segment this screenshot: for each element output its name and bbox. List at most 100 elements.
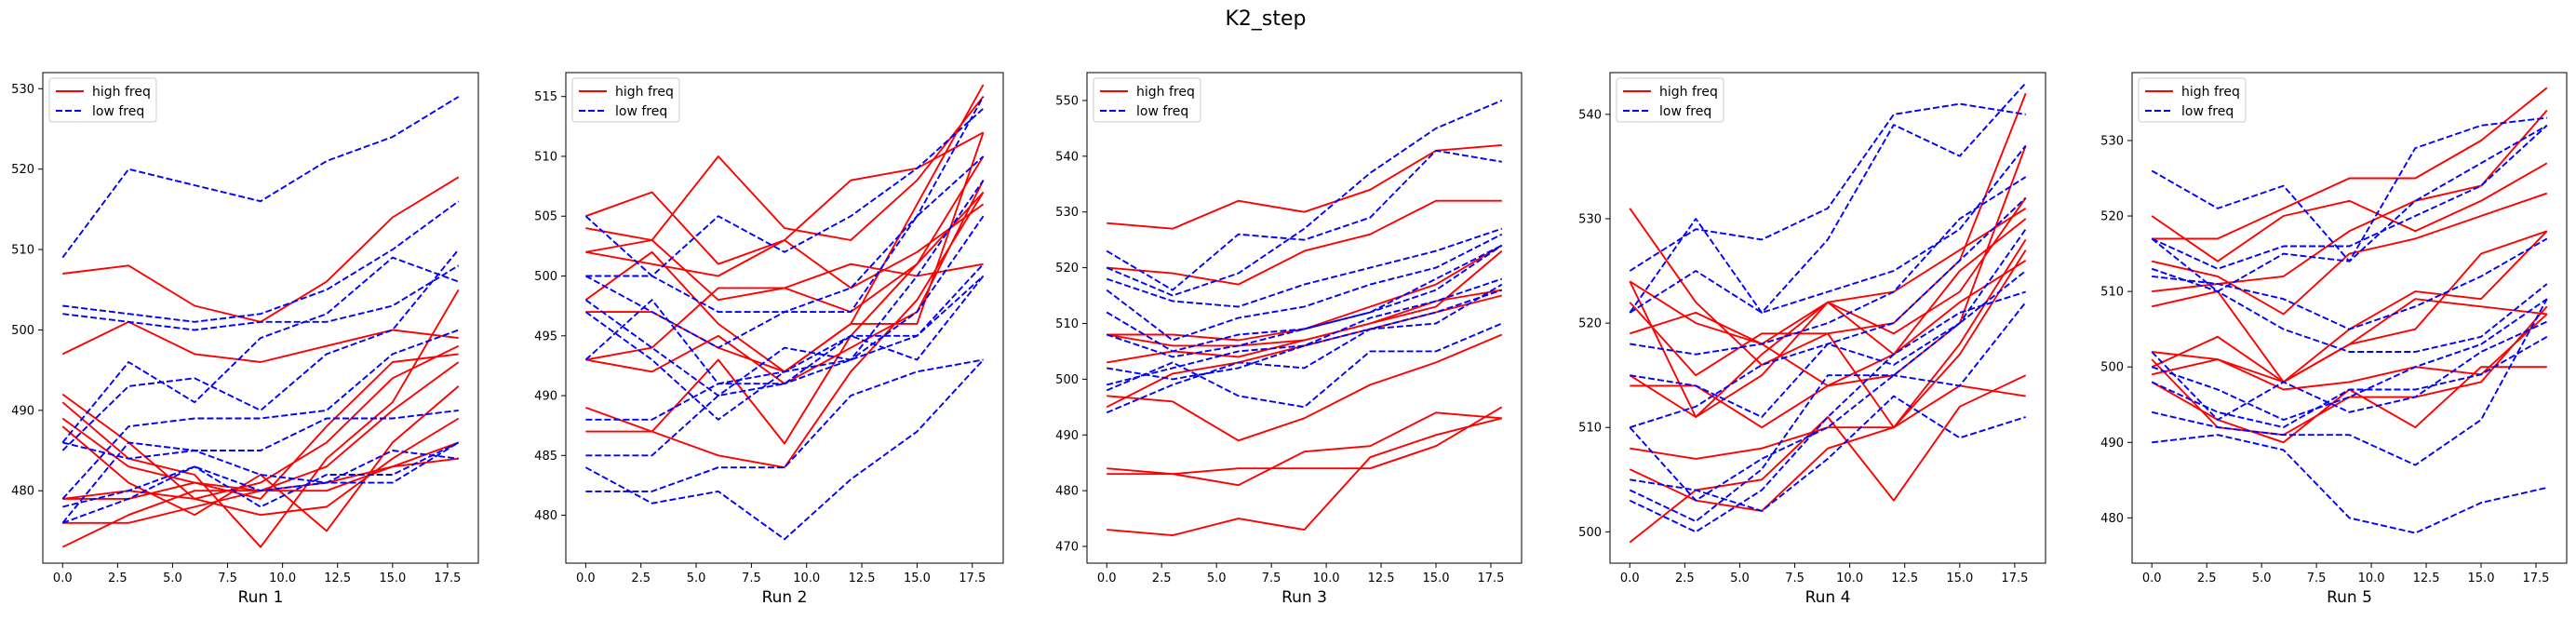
legend-label-high-freq: high freq (2181, 85, 2240, 100)
x-tick-label: 15.0 (904, 572, 931, 585)
legend: high freq low freq (1093, 77, 1201, 123)
y-tick-label: 520 (2100, 210, 2124, 224)
series-line-low-freq-11 (1629, 102, 2026, 272)
series-line-high-freq-6 (1106, 294, 1503, 409)
x-tick-label: 10.0 (793, 572, 820, 585)
x-tick-label: 7.5 (1785, 572, 1805, 585)
series-line-low-freq-13 (62, 264, 460, 331)
series-line-low-freq-13 (2151, 125, 2548, 270)
series-line-high-freq-5 (61, 353, 459, 500)
series-line-low-freq-20 (2151, 298, 2548, 466)
y-tick-label: 510 (1055, 317, 1079, 331)
series-line-low-freq-16 (61, 329, 460, 500)
y-tick-label: 530 (11, 83, 34, 97)
subplot-2: 0.0 2.5 5.0 7.5 10.0 12.5 15.0 17.5 480 485 490 495… (534, 72, 1004, 607)
series-line-low-freq-15 (1106, 244, 1503, 353)
y-tick-label: 520 (1055, 262, 1079, 276)
legend-label-high-freq: high freq (92, 85, 151, 100)
y-tick-label: 520 (1578, 317, 1602, 331)
x-tick-label: 15.0 (2468, 572, 2495, 585)
subplot-3: 0.0 2.5 5.0 7.5 10.0 12.5 15.0 17.5 470 480 490 500… (1055, 72, 1523, 607)
series-line-low-freq-14 (1106, 233, 1503, 342)
series-line-low-freq-17 (1106, 277, 1503, 386)
y-tick-label: 530 (2100, 134, 2124, 148)
y-tick-label: 530 (1578, 212, 1602, 226)
x-axis-label: Run 5 (2327, 588, 2372, 607)
y-tick-label: 485 (534, 450, 557, 464)
y-tick-label: 500 (1578, 526, 1602, 540)
series-line-low-freq-16 (1106, 244, 1503, 358)
x-tick-label: 2.5 (108, 572, 127, 585)
series-line-low-freq-12 (1629, 82, 2027, 314)
y-tick-label: 540 (1578, 108, 1602, 122)
series-line-low-freq-13 (1106, 227, 1503, 308)
x-tick-label: 5.0 (163, 572, 182, 585)
series-line-low-freq-17 (1629, 270, 2027, 502)
series-line-low-freq-11 (1106, 100, 1503, 297)
y-tick-label: 520 (11, 163, 34, 177)
x-tick-label: 15.0 (1423, 572, 1450, 585)
y-tick-label: 505 (534, 210, 557, 224)
series-line-low-freq-19 (1629, 302, 2027, 523)
x-tick-label: 10.0 (1836, 572, 1863, 585)
series-line-high-freq-2 (1107, 199, 1502, 286)
x-tick-label: 17.5 (1478, 572, 1505, 585)
legend: high freq low freq (2138, 77, 2247, 123)
x-tick-label: 2.5 (631, 572, 651, 585)
x-tick-label: 0.0 (576, 572, 596, 585)
y-tick-label: 510 (1578, 422, 1602, 436)
series-line-high-freq-4 (1629, 238, 2027, 429)
x-tick-label: 2.5 (1675, 572, 1695, 585)
series-line-low-freq-20 (61, 441, 460, 524)
x-tick-label: 0.0 (2142, 572, 2162, 585)
x-tick-label: 17.5 (2001, 572, 2028, 585)
x-tick-label: 5.0 (2252, 572, 2272, 585)
legend-label-low-freq: low freq (92, 104, 144, 119)
y-tick-label: 510 (2100, 286, 2124, 300)
series-line-high-freq-7 (2151, 298, 2547, 384)
series-line-low-freq-20 (1630, 395, 2026, 512)
y-tick-label: 480 (1055, 485, 1079, 499)
y-tick-label: 480 (11, 485, 34, 499)
series-line-low-freq-19 (1106, 322, 1503, 409)
x-tick-label: 15.0 (379, 572, 406, 585)
series-line-high-freq-4 (2151, 192, 2548, 316)
x-tick-label: 10.0 (269, 572, 296, 585)
figure-title: K2_step (1225, 7, 1306, 31)
series-line-low-freq-16 (1630, 228, 2027, 418)
y-tick-label: 480 (534, 509, 557, 523)
series-line-high-freq-5 (585, 203, 985, 289)
y-tick-label: 500 (11, 324, 34, 338)
y-tick-label: 510 (11, 244, 34, 258)
legend-label-low-freq: low freq (1659, 104, 1711, 119)
x-tick-label: 17.5 (959, 572, 986, 585)
x-tick-label: 7.5 (2307, 572, 2327, 585)
y-tick-label: 480 (2100, 512, 2124, 526)
series-line-low-freq-11 (61, 96, 460, 259)
series-line-high-freq-10 (1107, 417, 1503, 537)
axes-frame (2131, 72, 2568, 564)
series-line-low-freq-17 (61, 409, 459, 524)
axes-frame (42, 72, 479, 564)
series-line-low-freq-18 (2151, 335, 2548, 429)
series-line-low-freq-19 (585, 358, 984, 492)
y-tick-label: 490 (2100, 437, 2124, 451)
series-line-high-freq-6 (1629, 207, 2027, 418)
y-tick-label: 540 (1055, 150, 1079, 164)
series-line-low-freq-17 (2151, 320, 2548, 421)
series-line-low-freq-20 (584, 358, 985, 541)
x-axis-label: Run 2 (762, 588, 808, 607)
x-tick-label: 10.0 (2358, 572, 2385, 585)
series-line-low-freq-15 (2151, 267, 2548, 353)
legend-label-high-freq: high freq (1659, 85, 1718, 100)
legend-label-high-freq: high freq (615, 85, 674, 100)
x-tick-label: 17.5 (434, 572, 461, 585)
legend: high freq low freq (1616, 77, 1724, 123)
y-tick-label: 490 (11, 404, 34, 418)
series-line-low-freq-19 (62, 441, 460, 508)
x-tick-label: 2.5 (1152, 572, 1172, 585)
subplot-4: 0.0 2.5 5.0 7.5 10.0 12.5 15.0 17.5 500 510 520 530… (1578, 72, 2046, 607)
y-tick-label: 470 (1055, 541, 1079, 555)
x-tick-label: 12.5 (1368, 572, 1395, 585)
